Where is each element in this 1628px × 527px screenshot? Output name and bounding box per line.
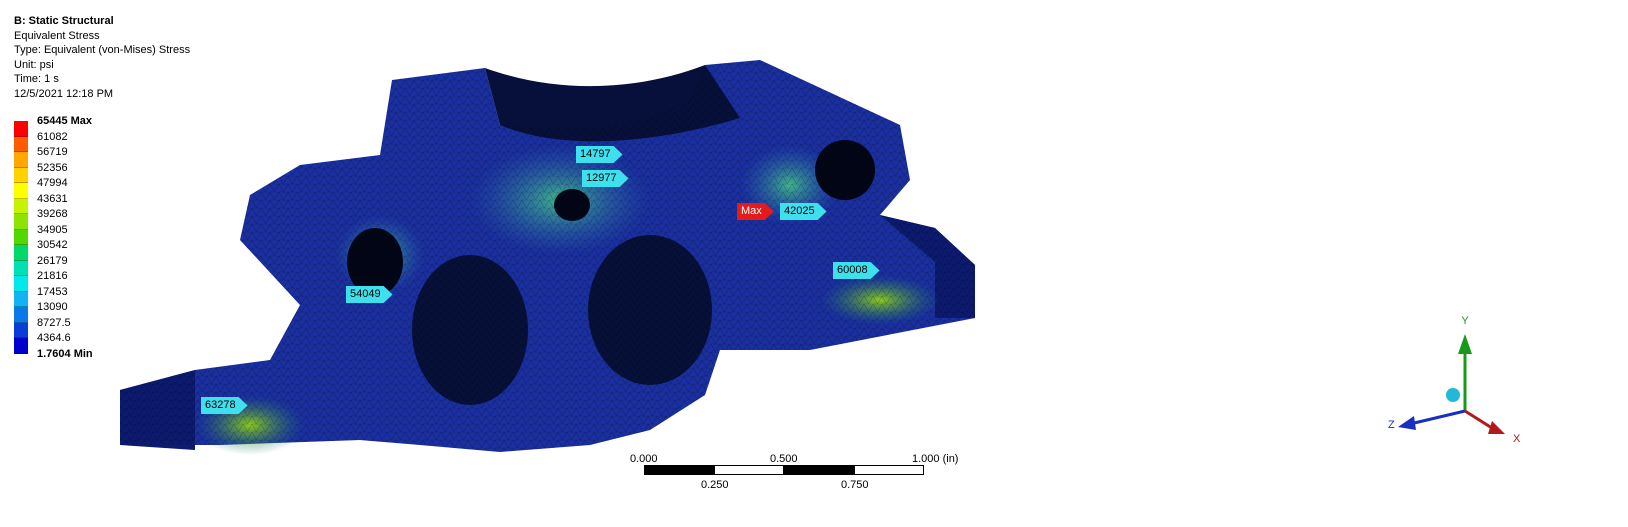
legend-value-label: 1.7604 Min (37, 347, 93, 360)
legend-value-label: 4364.6 (37, 332, 71, 344)
scale-segment (784, 465, 854, 475)
legend-value-label: 21816 (37, 270, 68, 282)
legend-value-label: 13090 (37, 301, 68, 313)
legend-swatch (14, 183, 28, 199)
probe-label[interactable]: 60008 (833, 262, 880, 279)
legend-swatch (14, 152, 28, 168)
x-axis-line (1464, 409, 1493, 430)
legend-value-label: 61082 (37, 130, 68, 143)
result-unit: Unit: psi (14, 58, 54, 71)
result-header: B: Static Structural Equivalent Stress T… (14, 14, 190, 102)
legend-value-label: 43631 (37, 192, 68, 205)
legend-swatch (14, 276, 28, 292)
legend-swatch (14, 214, 28, 230)
z-arrow-icon (1398, 416, 1416, 430)
probe-label[interactable]: 12977 (582, 170, 629, 187)
z-axis-label: Z (1388, 419, 1395, 431)
probe-label[interactable]: 42025 (780, 203, 827, 220)
scale-segment (714, 465, 784, 475)
legend-value-label: 65445 Max (37, 115, 93, 127)
legend-value-label: 17453 (37, 285, 68, 298)
x-arrow-icon (1488, 421, 1505, 434)
legend-swatch (14, 291, 28, 307)
legend-swatch (14, 307, 28, 323)
probe-label[interactable]: 63278 (201, 397, 248, 414)
result-time: Time: 1 s (14, 73, 59, 86)
y-arrow-icon (1458, 334, 1472, 354)
legend-swatch (14, 198, 28, 214)
legend-value-label: 56719 (37, 146, 68, 158)
scale-bar: 0.000 0.500 1.000 (in) 0.250 0.750 (630, 451, 970, 501)
scale-label: 1.000 (in) (912, 453, 959, 465)
legend-swatch (14, 260, 28, 276)
result-name: Equivalent Stress (14, 29, 100, 42)
legend-value-label: 52356 (37, 161, 68, 174)
probe-label[interactable]: 54049 (346, 286, 393, 303)
probe-label[interactable]: 14797 (576, 146, 623, 163)
scale-segment (854, 465, 924, 475)
legend-swatch (14, 245, 28, 261)
axis-triad[interactable]: Y Z X (1370, 306, 1530, 456)
legend-swatch (14, 229, 28, 245)
legend-value-label: 47994 (37, 177, 68, 189)
legend-swatch (14, 136, 28, 152)
scale-label: 0.750 (841, 479, 869, 491)
scale-segment (644, 465, 714, 475)
legend-value-label: 26179 (37, 254, 68, 267)
scale-label: 0.000 (630, 453, 658, 465)
legend-swatch (14, 167, 28, 183)
legend-value-label: 39268 (37, 208, 68, 220)
legend-value-label: 30542 (37, 239, 68, 251)
legend-swatch (14, 322, 28, 338)
scale-label: 0.500 (770, 453, 798, 465)
legend-swatch (14, 121, 28, 137)
result-date: 12/5/2021 12:18 PM (14, 87, 114, 100)
x-axis-label: X (1513, 433, 1521, 445)
legend-value-label: 34905 (37, 223, 68, 236)
legend-swatch (14, 338, 28, 354)
analysis-title: B: Static Structural (14, 15, 114, 27)
scale-label: 0.250 (701, 479, 729, 491)
z-axis-line (1409, 409, 1466, 426)
legend-value-label: 8727.5 (37, 316, 71, 329)
result-type: Type: Equivalent (von-Mises) Stress (14, 44, 191, 57)
view-sphere-icon (1446, 388, 1460, 402)
max-probe-label[interactable]: Max (737, 203, 774, 220)
y-axis-label: Y (1461, 315, 1469, 327)
